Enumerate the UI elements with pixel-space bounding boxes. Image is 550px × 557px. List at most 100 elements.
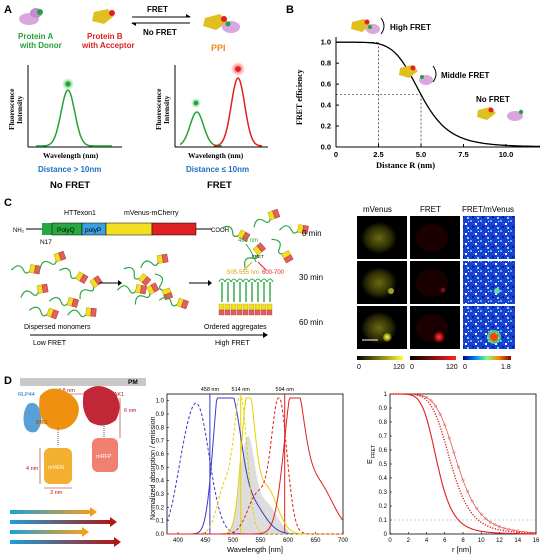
panel-c-letter: C (4, 197, 12, 209)
oligomer-unit (154, 273, 174, 301)
distance-axis-label: Distance R (nm) (376, 160, 435, 170)
donor-emission-curve (36, 89, 112, 147)
distance-right-label: Distance ≤ 10nm (186, 165, 249, 174)
efret-y-tick-label: 0.9 (379, 406, 388, 412)
efret-marker (497, 525, 502, 529)
protein-b-sublabel: with Acceptor (81, 41, 135, 50)
x-axis-label-right: Wavelength (nm) (188, 151, 244, 160)
efret-marker (447, 436, 451, 440)
micro-cell-r0-c1 (410, 216, 460, 259)
oligomer-unit (117, 284, 147, 295)
middle-fret-complex-icon (399, 65, 437, 85)
panel-b: B FRET efficiency 0.0 0.2 0.4 0.6 0.8 1.0 0 2.… (286, 4, 541, 170)
dist-6-label: 6 nm (124, 408, 137, 414)
efret-curve (390, 393, 536, 533)
nh2-label: NH₂ (13, 228, 25, 234)
row-label-30: 30 min (299, 273, 323, 282)
row-label-60: 60 min (299, 318, 323, 327)
panel-d-letter: D (4, 375, 12, 387)
excitation-arrow (245, 243, 257, 263)
b-x-ticks: 0 2.5 5.0 7.5 10.0 (334, 144, 513, 159)
ratio-scale-hi: 1.8 (501, 364, 511, 371)
b-x-tick-label: 10.0 (499, 150, 514, 159)
no-fret-caption: No FRET (50, 180, 90, 191)
construct-mvenus-mcherry-label: mVenus-mCherry (124, 210, 179, 217)
spec-x-tick-label: 650 (310, 538, 321, 544)
efret-marker (488, 520, 492, 524)
oligomer-unit (158, 296, 189, 310)
b-y-tick-label: 1.0 (321, 38, 331, 47)
inset-monomer (221, 225, 251, 242)
fret-efficiency-axis-label: FRET efficiency (295, 69, 304, 125)
n17-segment (42, 223, 52, 235)
no-fret-spectrum: Fluorescence Intensity Wavelength (nm) D… (7, 65, 122, 191)
efret-marker (470, 499, 474, 503)
efret-curve (390, 393, 536, 535)
y-axis-label-left-2: Intensity (15, 95, 24, 124)
efret-marker (424, 395, 429, 399)
ratio-scale-lo: 0 (463, 364, 467, 371)
micro-cell-r2-c2 (463, 306, 515, 349)
inset-monomer (253, 208, 281, 228)
efret-y-sub: FRET (371, 445, 377, 458)
protein-b-label: Protein B (87, 32, 123, 41)
efret-y-label: E (365, 459, 374, 464)
micro-cell-r1-c0 (357, 261, 407, 304)
excitation-line-label: 458 nm (201, 387, 220, 393)
fret-colorbar (410, 356, 456, 360)
spec-x-tick-label: 600 (283, 538, 294, 544)
efret-marker (415, 393, 419, 397)
mvenus-colorbar (357, 356, 403, 360)
efret-y-tick-label: 0.3 (379, 490, 388, 496)
efret-marker (438, 412, 442, 416)
b-x-tick-label: 2.5 (373, 150, 383, 159)
b-reference-lines (336, 41, 422, 147)
y-axis-label-left: Fluorescence (7, 88, 16, 130)
spec-y-tick-label: 1.0 (156, 399, 165, 405)
efret-y-tick-label: 0.6 (379, 448, 388, 454)
inset-monomer (244, 242, 266, 268)
spectra-x-label: Wavelength [nm] (227, 545, 283, 554)
excitation-488-label: 488 nm (238, 238, 258, 244)
low-fret-label: Low FRET (33, 340, 67, 347)
excitation-line-label: 594 nm (276, 387, 295, 393)
emission-505-label: 505-555 nm (227, 270, 259, 276)
excitation-line-label: 514 nm (232, 387, 251, 393)
efret-y-tick-label: 0 (384, 532, 388, 538)
protein-a-label: Protein A (18, 32, 53, 41)
spec-y-tick-label: 0.6 (156, 452, 165, 458)
b-y-tick-label: 0.2 (321, 122, 331, 131)
efret-marker (511, 528, 515, 532)
ppi-label: PPI (211, 43, 226, 53)
efret-y-tick-label: 0.7 (379, 434, 388, 440)
spec-x-tick-label: 400 (173, 538, 184, 544)
dispersed-label: Dispersed monomers (24, 324, 91, 331)
spectra-y-label: Normalized absorption / emission (150, 416, 157, 520)
high-fret-complex-icon (351, 17, 385, 35)
efret-marker (502, 526, 506, 530)
fret-scale-lo: 0 (410, 364, 414, 371)
protein-b-icon (92, 9, 115, 24)
high-fret-c-label: High FRET (215, 340, 250, 347)
row-label-0: 0 min (302, 229, 322, 238)
emission-600-label: 600-700 (262, 270, 285, 276)
micro-cell-r0-c2 (463, 216, 515, 259)
b-y-tick-label: 0.4 (321, 101, 332, 110)
b-x-tick-label: 7.5 (458, 150, 468, 159)
efret-curve (390, 393, 536, 534)
distance-left-label: Distance > 10nm (38, 165, 101, 174)
efret-marker (443, 423, 447, 427)
efret-marker (493, 523, 497, 527)
efret-y-tick-label: 0.4 (379, 476, 388, 482)
cooh-label: COOH (211, 228, 229, 234)
monomer (39, 250, 67, 270)
spec-y-tick-label: 0.2 (156, 505, 165, 511)
dist-3-label: 3 nm (50, 490, 63, 496)
micro-cell-r2-c1 (410, 306, 460, 349)
bak1-protein (82, 386, 120, 426)
mvenus-barrel-label: mVEN (48, 465, 64, 471)
aggregation-cartoon (11, 208, 309, 320)
efret-y-tick-label: 0.2 (379, 504, 388, 510)
no-fret-proteins-icon (477, 107, 524, 121)
monomer (59, 267, 89, 284)
